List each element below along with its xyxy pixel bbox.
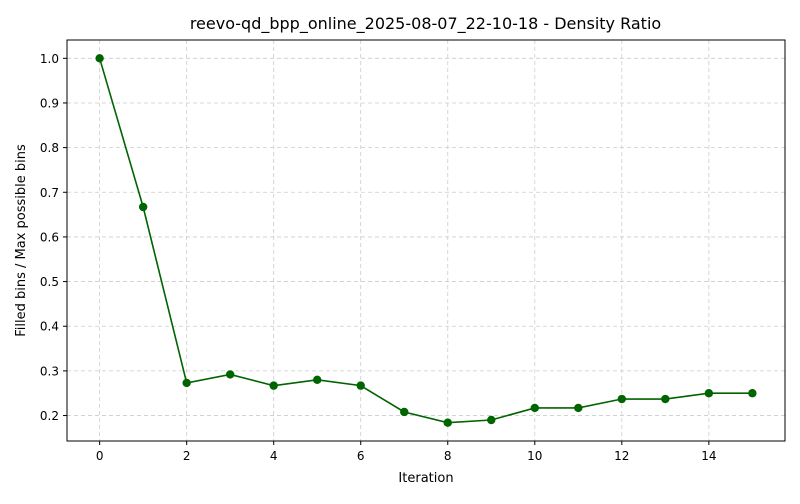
data-point [95,54,104,63]
series-points-layer [95,54,757,427]
grid-layer [67,40,785,441]
x-tick-label: 0 [96,449,104,463]
y-tick-label: 0.8 [40,141,59,155]
x-tick-label: 12 [614,449,629,463]
data-point [138,202,148,212]
y-tick-label: 0.9 [40,96,59,110]
y-tick-label: 0.6 [40,230,59,244]
x-tick-label: 2 [183,449,191,463]
data-point [661,394,670,404]
x-tick-label: 14 [701,449,716,463]
x-tick-label: 6 [357,449,365,463]
y-tick-label: 0.3 [40,364,59,378]
y-tick-label: 0.5 [40,275,59,289]
data-point [356,381,365,390]
data-point [574,403,583,413]
data-point [530,403,539,413]
x-tick-label: 4 [270,449,278,463]
data-point [487,415,496,425]
series-line-layer [98,58,753,424]
data-point [225,370,235,379]
x-tick-label: 10 [527,449,542,463]
y-axis-label: Filled bins / Max possible bins [14,144,29,337]
chart-title: reevo-qd_bpp_online_2025-08-07_22-10-18 … [190,14,661,34]
data-point [400,407,409,417]
data-point [443,418,452,427]
data-point [313,375,322,385]
y-tick-label: 0.4 [40,320,59,334]
data-point [748,389,757,398]
y-tick-label: 1.0 [40,52,59,66]
x-tick-label: 8 [444,449,452,463]
data-point [617,394,627,404]
data-point [269,381,278,390]
plot-frame [66,39,786,442]
data-point [704,389,714,398]
y-axis-ticks: 0.2 0.3 0.4 0.5 0.6 0.7 0.8 0.9 1.0 [40,52,67,423]
x-axis-ticks: 0 2 4 6 8 10 12 14 [96,441,716,463]
y-tick-label: 0.7 [40,186,59,200]
data-point [182,378,191,388]
series-line [98,58,753,424]
x-axis-label: Iteration [398,471,453,486]
y-tick-label: 0.2 [40,409,59,423]
